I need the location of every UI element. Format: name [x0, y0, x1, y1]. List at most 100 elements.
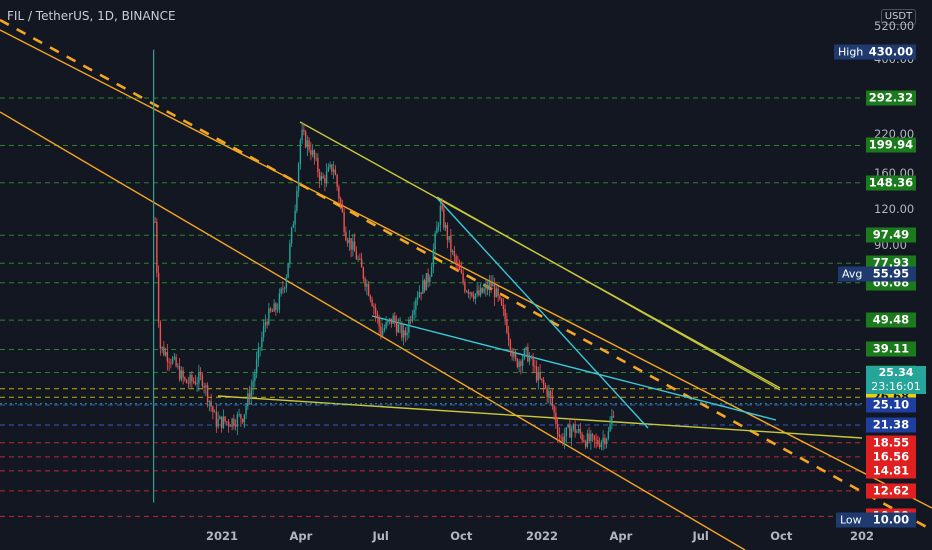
candle-body	[201, 375, 204, 386]
candle-body	[171, 358, 174, 364]
channel-upper-line	[0, 29, 932, 509]
candle-body	[156, 221, 158, 273]
candle-body	[499, 295, 501, 299]
triangle-upper-line	[436, 197, 649, 429]
price-level-label: 148.36	[866, 175, 916, 191]
candle-body	[595, 439, 597, 441]
candle-body	[434, 233, 436, 250]
candle-body	[586, 433, 589, 447]
candle-body	[479, 287, 482, 296]
candle-body	[541, 378, 543, 380]
candle-body	[245, 406, 247, 415]
candle-body	[226, 421, 228, 423]
x-tick-label: Oct	[450, 529, 473, 543]
candle-body	[539, 371, 541, 379]
candle-body	[231, 418, 233, 427]
candle-body	[224, 416, 226, 422]
candle-body	[565, 427, 568, 436]
avg-marker: Avg	[838, 266, 867, 282]
candle-body	[259, 347, 261, 349]
candle-body	[268, 308, 270, 325]
candle-body	[264, 321, 267, 326]
candle-body	[315, 157, 317, 159]
candle-body	[567, 424, 569, 428]
channel-lower-line	[0, 111, 746, 550]
candle-body	[439, 205, 442, 225]
candle-body	[485, 285, 487, 289]
symbol-title[interactable]: FIL / TetherUS, 1D, BINANCE	[7, 9, 176, 23]
x-tick-label: 2021	[205, 529, 239, 543]
candle-body	[457, 262, 459, 265]
candle-body	[548, 391, 550, 398]
candle-body	[427, 273, 429, 283]
price-level-label: 18.55	[866, 435, 916, 451]
candle-body	[205, 385, 207, 388]
candle-body	[266, 321, 268, 325]
candle-body	[495, 288, 498, 298]
price-level-label: 292.32	[866, 90, 916, 106]
candle-body	[474, 293, 477, 299]
candle-body	[523, 349, 526, 360]
candle-body	[180, 370, 183, 380]
high-label: High	[838, 45, 864, 59]
candle-body	[527, 347, 529, 362]
candle-body	[490, 282, 492, 287]
candle-body	[364, 278, 366, 287]
candle-body	[465, 291, 468, 293]
candle-body	[390, 318, 393, 324]
candle-body	[163, 346, 165, 356]
candle-body	[481, 287, 484, 293]
candle-body	[192, 381, 195, 382]
candle-body	[436, 227, 438, 234]
avg-value: 55.95	[866, 266, 916, 282]
candle-body	[406, 332, 408, 336]
candle-body	[325, 171, 328, 183]
candle-body	[462, 272, 464, 283]
candle-body	[173, 356, 176, 359]
candle-body	[423, 280, 426, 291]
candle-body	[558, 434, 561, 437]
x-tick-label: Jul	[372, 529, 389, 543]
candle-body	[352, 241, 354, 250]
avg-label: Avg	[842, 267, 863, 281]
currency-button[interactable]: USDT	[881, 9, 916, 25]
candle-body	[609, 424, 611, 432]
x-tick-label: Jul	[692, 529, 709, 543]
x-tick-label: Oct	[770, 529, 793, 543]
candle-body	[317, 157, 319, 173]
candle-body	[555, 412, 557, 424]
candle-body	[444, 225, 447, 228]
candle-body	[248, 393, 251, 400]
candle-body	[420, 292, 422, 294]
candle-body	[198, 372, 200, 384]
candle-body	[236, 414, 239, 427]
candle-body	[178, 365, 181, 380]
candle-body	[196, 383, 198, 385]
candle-body	[551, 396, 554, 407]
candle-body	[234, 425, 237, 427]
candle-body	[611, 415, 613, 425]
candle-body	[304, 131, 307, 148]
price-level-label: 199.94	[866, 137, 916, 153]
candle-body	[157, 272, 160, 323]
price-level-label: 14.81	[866, 463, 916, 479]
low-value: 10.00	[866, 512, 916, 528]
price-level-label: 49.48	[866, 312, 916, 328]
candle-body	[306, 140, 309, 148]
candle-body	[401, 323, 403, 338]
candle-body	[430, 266, 433, 277]
candle-body	[241, 418, 244, 423]
candle-body	[574, 424, 576, 433]
candle-body	[311, 150, 314, 155]
candle-body	[534, 366, 536, 368]
candle-body	[471, 292, 473, 297]
candle-body	[521, 359, 524, 366]
candle-body	[254, 373, 256, 382]
candle-body	[472, 296, 475, 299]
candle-body	[227, 421, 230, 426]
candle-body	[219, 416, 221, 420]
candle-body	[189, 374, 191, 384]
candle-body	[576, 431, 578, 433]
